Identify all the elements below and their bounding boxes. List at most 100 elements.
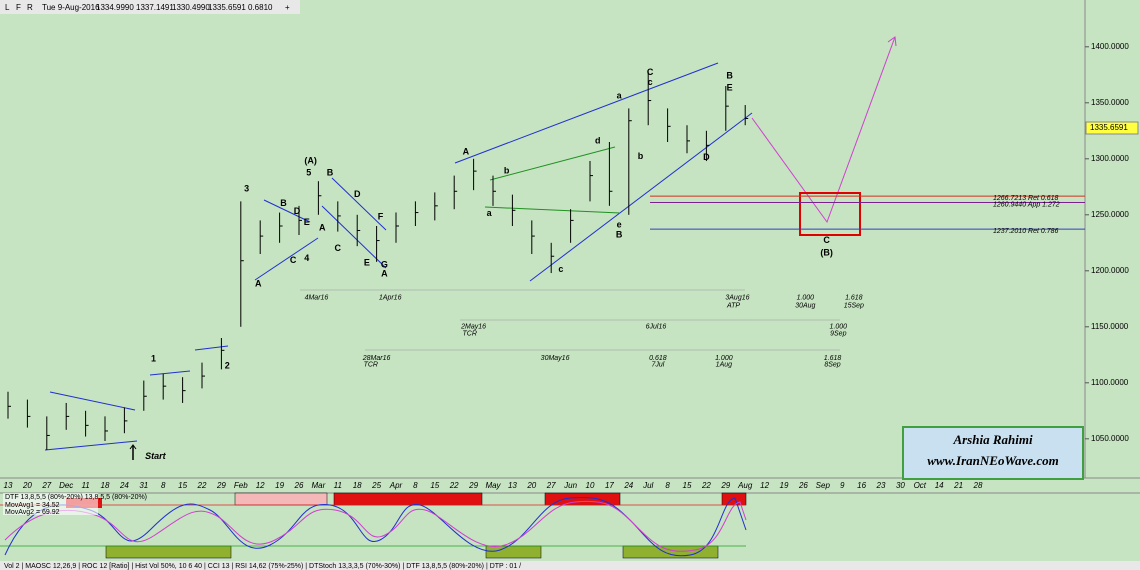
header-bar [0, 0, 300, 14]
fib-label: 1237.2010 Ret 0.786 [993, 228, 1058, 235]
date-label: 6Jul16 [646, 324, 667, 331]
wave-label: D [354, 189, 361, 199]
x-tick-label: Sep [816, 481, 831, 490]
wave-label: B [327, 168, 334, 178]
date-label: 1.000 [797, 295, 815, 302]
logo-url: www.IranNEoWave.com [927, 453, 1058, 468]
x-tick-label: 30 [896, 481, 905, 490]
logo-box [902, 426, 1084, 480]
x-tick-label: 8 [161, 481, 166, 490]
wave-label: E [364, 257, 370, 267]
date-label: 1.000 [715, 355, 733, 362]
wave-label: B [726, 70, 733, 80]
x-tick-label: 20 [22, 481, 32, 490]
status-bar [0, 561, 1140, 570]
x-tick-label: 10 [586, 481, 595, 490]
wave-label: B [280, 198, 287, 208]
date-label: 2May16 [460, 324, 486, 331]
x-tick-label: 13 [508, 481, 517, 490]
date-label: 8Sep [824, 362, 840, 369]
x-tick-label: 11 [81, 481, 89, 490]
wave-label: 1 [151, 354, 156, 364]
header-close: 1335.6591 [208, 3, 246, 12]
wave-label: A [319, 223, 326, 233]
x-tick-label: 24 [119, 481, 129, 490]
wave-label: b [638, 151, 644, 161]
header-date: Tue 9-Aug-2016 [42, 3, 100, 12]
wave-label: 5 [306, 168, 311, 178]
osc-signal [4, 500, 747, 552]
x-tick-label: Jun [563, 481, 577, 490]
fib-label: 1260.9440 App 1.272 [993, 201, 1060, 208]
header-high: 1337.1491 [136, 3, 174, 12]
wave-label: E [304, 217, 310, 227]
wave-label: D [703, 152, 710, 162]
date-label: TCR [463, 330, 477, 337]
indicator-mavg2: MovAvg2 = 69.92 [5, 509, 60, 516]
wave-label: A [463, 146, 470, 156]
trend-lines [44, 62, 753, 451]
wave-label: d [595, 135, 601, 145]
x-tick-label: May [485, 481, 501, 490]
wave-label: C [290, 255, 297, 265]
wave-label: C [647, 67, 654, 77]
date-label: 1Apr16 [379, 295, 402, 302]
header-add[interactable]: + [285, 3, 290, 12]
x-tick-label: 31 [139, 481, 148, 490]
date-label: 28Mar16 [362, 355, 391, 362]
wave-label: F [378, 211, 384, 221]
price-label: 1335.6591 [1090, 123, 1128, 132]
x-tick-label: 12 [256, 481, 265, 490]
x-tick-label: 8 [665, 481, 670, 490]
x-tick-label: 29 [720, 481, 730, 490]
x-tick-label: 29 [216, 481, 226, 490]
date-label: 7Jul [651, 362, 664, 369]
header-low: 1330.4990 [172, 3, 210, 12]
date-label: 30May16 [541, 355, 570, 362]
wave-label: 4 [304, 253, 309, 263]
x-tick-label: 20 [526, 481, 536, 490]
start-arrowhead [129, 444, 137, 450]
y-tick-label: 1100.0000 [1091, 378, 1129, 387]
wave-label: b [504, 165, 510, 175]
wave-label: A [255, 279, 262, 289]
header-button[interactable]: F [16, 3, 21, 12]
target-box [799, 192, 861, 236]
x-tick-label: 23 [876, 481, 886, 490]
header-button[interactable]: L [5, 3, 10, 12]
header-button[interactable]: R [27, 3, 33, 12]
date-label: 3Aug16 [725, 295, 749, 302]
x-tick-label: 14 [935, 481, 944, 490]
wave-label: A [381, 269, 388, 279]
x-tick-label: 29 [468, 481, 478, 490]
x-tick-label: Mar [312, 481, 326, 490]
x-tick-label: 27 [41, 481, 51, 490]
wave-label: a [487, 208, 493, 218]
x-tick-label: 22 [197, 481, 207, 490]
x-tick-label: Oct [914, 481, 927, 490]
date-label: 1.000 [830, 324, 848, 331]
x-tick-label: 26 [798, 481, 808, 490]
x-tick-label: 26 [294, 481, 304, 490]
wave-label: (A) [304, 155, 317, 165]
wave-label: a [617, 90, 623, 100]
wave-label: G [381, 260, 388, 270]
x-tick-label: Jul [642, 481, 653, 490]
y-tick-label: 1150.0000 [1091, 322, 1129, 331]
indicator-mavg1: MovAvg1 = 34.52 [5, 502, 60, 509]
header-change: 0.6810 [248, 3, 273, 12]
x-tick-label: 18 [101, 481, 110, 490]
wave-label: c [648, 77, 653, 87]
wave-label: B [616, 229, 623, 239]
wave-label: 2 [225, 360, 230, 370]
price-box [1085, 121, 1139, 135]
x-tick-label: 17 [605, 481, 614, 490]
wave-label: E [727, 83, 733, 93]
x-tick-label: 16 [857, 481, 866, 490]
x-tick-label: 15 [683, 481, 692, 490]
x-tick-label: 15 [430, 481, 439, 490]
x-tick-label: 19 [275, 481, 284, 490]
y-tick-label: 1400.0000 [1091, 42, 1129, 51]
x-tick-label: 22 [449, 481, 459, 490]
